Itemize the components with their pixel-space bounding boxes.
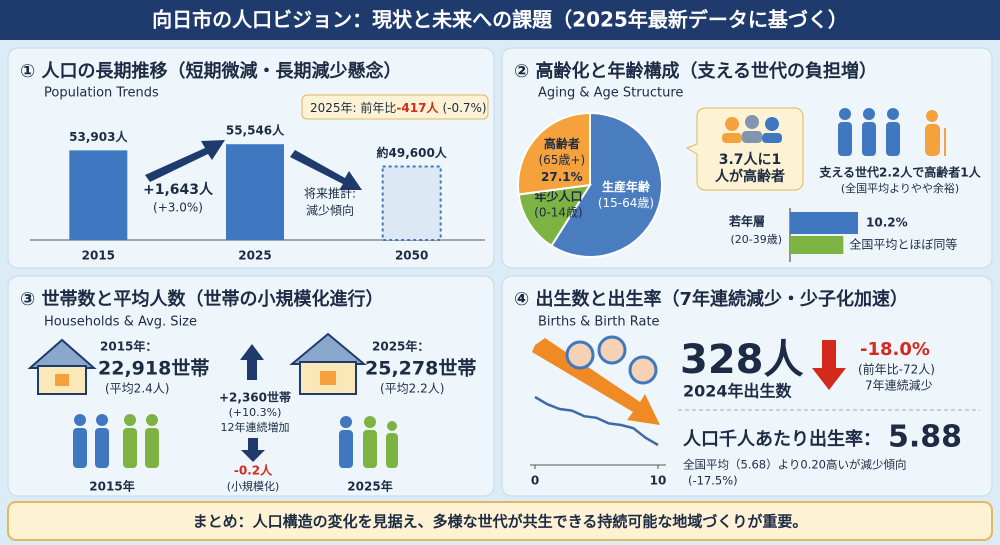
callout-part: (-0.7%) <box>442 101 486 115</box>
callout-part: -417人 <box>396 100 439 115</box>
x-tick-label: 2015 <box>82 249 115 263</box>
title: 向日市の人口ビジョン：現状と未来への課題（2025年最新データに基づく） <box>152 8 848 32</box>
icon <box>925 110 946 156</box>
trend-arrow <box>532 338 660 425</box>
arrow <box>290 150 362 190</box>
panel-heading: ③ 世帯数と平均人数（世帯の小規模化進行） <box>20 288 384 310</box>
slice-label: 生産年齢 <box>602 179 651 194</box>
year-label: 2025年： <box>372 339 429 354</box>
panel-subheading: Aging & Age Structure <box>538 86 683 101</box>
icon <box>722 115 782 143</box>
arrow <box>240 344 264 380</box>
caption: 2025年 <box>347 479 392 494</box>
bar-label: (20-39歳) <box>730 233 782 246</box>
x-tick-label: 2050 <box>395 249 428 263</box>
panel-heading: ④ 出生数と出生率（7年連続減少・少子化加速） <box>514 288 908 310</box>
households: 22,918世帯 <box>98 357 209 380</box>
annotation: (+10.3%) <box>229 406 282 419</box>
value-label: 53,903人 <box>69 129 128 144</box>
arrow <box>145 140 225 182</box>
slice-sublabel: (15-64歳) <box>598 196 654 210</box>
arrow <box>241 438 265 462</box>
people-icon <box>73 414 159 468</box>
annotation: (+3.0%) <box>153 201 203 215</box>
avg-size: (平均2.2人) <box>380 382 444 396</box>
panel-subheading: Births & Birth Rate <box>538 315 660 330</box>
value-label: 27.1% <box>541 170 583 184</box>
caption: 2015年 <box>89 479 134 494</box>
support-text: 支える世代2.2人で高齢者1人 <box>818 165 981 180</box>
avg-size: (平均2.4人) <box>105 382 169 396</box>
x-tick-label: 0 <box>531 474 539 488</box>
icon <box>838 108 900 156</box>
big-number: 328人 <box>680 337 804 383</box>
footer-box <box>7 501 993 541</box>
pie-slice <box>517 183 592 248</box>
annotation: 減少傾向 <box>306 203 354 218</box>
bar <box>790 212 858 234</box>
slice-sublabel: (65歳+) <box>538 153 585 167</box>
households: 25,278世帯 <box>365 357 476 380</box>
callout <box>301 94 489 120</box>
x-tick-label: 10 <box>650 474 667 488</box>
support-note: (全国平均よりやや余裕) <box>841 181 959 195</box>
house-icon <box>27 338 97 395</box>
bar-note: 全国平均とほぼ同等 <box>849 237 957 252</box>
big-number: 5.88 <box>888 420 962 455</box>
bubble-text: 人が高齢者 <box>715 168 785 185</box>
panel-subheading: Households & Avg. Size <box>44 315 197 330</box>
label: 2024年出生数 <box>683 382 793 401</box>
bar <box>381 165 442 241</box>
change-note: 7年連続減少 <box>865 378 933 393</box>
people-icon <box>339 416 398 468</box>
house-icon <box>289 332 367 395</box>
x-tick-label: 2025 <box>238 249 271 263</box>
bar-label: 若年層 <box>728 214 765 229</box>
annotation: 将来推計: <box>304 186 356 201</box>
pie-slice <box>517 111 591 196</box>
annotation: 12年連続増加 <box>221 420 290 434</box>
callout-part: 2025年: 前年比 <box>310 100 396 115</box>
baby-icon <box>565 335 658 385</box>
panel-subheading: Population Trends <box>44 86 159 101</box>
label: 人口千人あたり出生率： <box>683 428 881 450</box>
change: -18.0% <box>860 339 930 360</box>
note: 全国平均（5.68）より0.20高いが減少傾向 <box>683 458 906 472</box>
annotation: +2,360世帯 <box>219 390 291 405</box>
annotation: (小規模化) <box>227 479 280 493</box>
value-label: 55,546人 <box>226 123 285 138</box>
callout-text: 2025年: 前年比-417人 (-0.7%) <box>310 100 487 115</box>
bar <box>226 144 284 240</box>
footer: まとめ：人口構造の変化を見据え、多様な世代が共生できる持続可能な地域づくりが重要… <box>193 513 808 531</box>
panel-heading: ① 人口の長期推移（短期微減・長期減少懸念） <box>20 60 402 82</box>
annotation: -0.2人 <box>234 463 273 478</box>
line <box>534 395 659 447</box>
panel <box>501 275 993 497</box>
slice-label: 高齢者 <box>544 136 580 151</box>
value-label: 約49,600人 <box>377 145 448 160</box>
down-arrow <box>812 340 846 390</box>
year-label: 2015年： <box>100 339 157 354</box>
annotation: +1,643人 <box>143 181 214 198</box>
note: (-17.5%) <box>688 474 738 488</box>
panel-heading: ② 高齢化と年齢構成（支える世代の負担増） <box>514 60 877 82</box>
bar <box>69 150 128 240</box>
value-label: 10.2% <box>866 216 908 230</box>
change-note: (前年比-72人) <box>858 362 935 377</box>
slice-label: 年少人口 <box>534 189 582 204</box>
bubble-text: 3.7人に1 <box>719 151 782 168</box>
bar <box>790 236 844 254</box>
slice-sublabel: (0-14歳) <box>534 206 583 220</box>
pie-slice <box>550 111 663 258</box>
title-bar <box>0 0 1000 40</box>
